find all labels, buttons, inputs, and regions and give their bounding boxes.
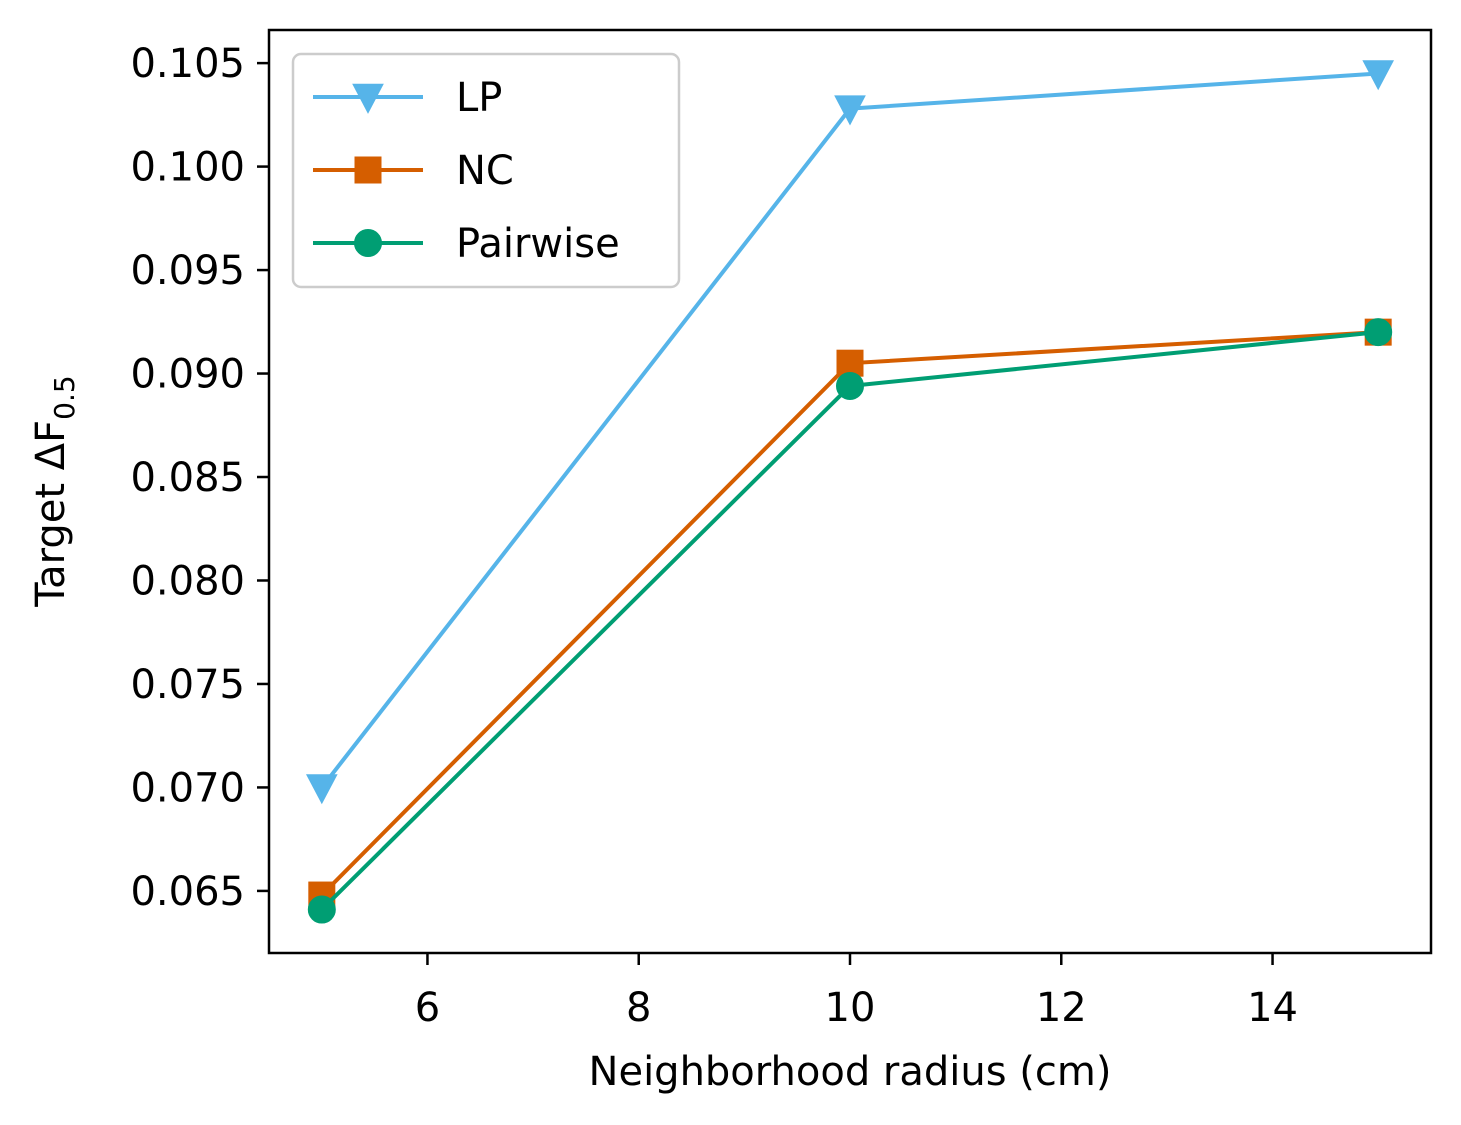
y-axis-label: Target ΔF0.5 [28, 375, 81, 607]
data-point-pairwise [1364, 318, 1393, 347]
legend-marker-nc [354, 156, 382, 184]
legend-item-pairwise: Pairwise [313, 221, 620, 267]
series-layer [305, 60, 1395, 924]
data-point-nc [836, 349, 864, 377]
x-tick-label: 12 [1036, 985, 1087, 1031]
y-tick-label: 0.075 [130, 662, 245, 708]
legend-frame [291, 52, 681, 289]
legend-item-lp: LP [313, 75, 502, 121]
y-tick-label: 0.105 [130, 41, 245, 87]
y-tick-label: 0.070 [130, 765, 245, 811]
y-tick-label: 0.085 [130, 455, 245, 501]
y-tick-label: 0.080 [130, 558, 245, 604]
y-tick-label: 0.090 [130, 352, 245, 398]
data-point-pairwise [836, 371, 864, 400]
y-axis-label-subscript: 0.5 [48, 375, 81, 420]
x-tick-label: 8 [626, 985, 651, 1031]
x-tick-label: 14 [1247, 985, 1298, 1031]
x-axis: 6 8 10 12 14 [415, 953, 1298, 1031]
legend-marker-pairwise [354, 229, 382, 257]
legend-label-nc: NC [456, 148, 514, 194]
y-tick-label: 0.065 [130, 869, 245, 915]
series-pairwise [307, 318, 1393, 924]
data-point-lp [834, 95, 866, 126]
legend: LP NC Pairwise [291, 52, 681, 289]
legend-label-pairwise: Pairwise [456, 221, 620, 267]
y-axis-label-main: Target ΔF [28, 420, 74, 608]
y-tick-label: 0.095 [130, 248, 245, 294]
y-axis: 0.065 0.070 0.075 0.080 0.085 0.090 0.095 0.100… [130, 41, 269, 915]
legend-item-nc: NC [313, 148, 514, 194]
x-axis-label: Neighborhood radius (cm) [589, 1049, 1112, 1095]
legend-label-lp: LP [456, 75, 502, 121]
data-point-lp [305, 774, 338, 805]
series-lp [305, 60, 1395, 805]
legend-marker-lp [352, 83, 384, 114]
y-tick-label: 0.100 [130, 145, 245, 191]
x-tick-label: 10 [825, 985, 876, 1031]
data-point-pairwise [307, 895, 336, 924]
x-tick-label: 6 [415, 985, 440, 1031]
data-point-lp [1362, 60, 1395, 91]
